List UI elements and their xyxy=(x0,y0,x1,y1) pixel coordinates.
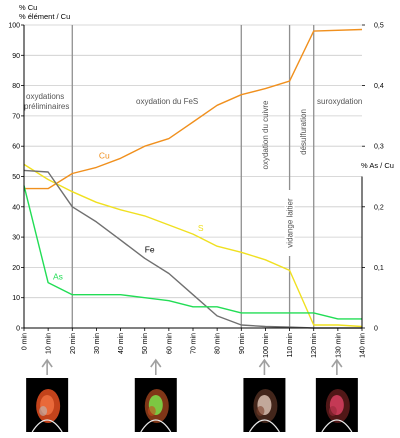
y-left-axis-title: % Cu xyxy=(19,3,37,12)
y-right-axis-title: % As / Cu xyxy=(361,161,394,170)
series-label-cu: Cu xyxy=(99,150,110,160)
series-line-s xyxy=(23,163,363,328)
vidange-label-backing xyxy=(284,190,295,256)
x-tick-label: 70 min xyxy=(191,333,198,354)
axes: 0 10 20 30 40 50 60 70 80 90 100 0 0,1 0,2 0,3 0,4 0,5 0 … xyxy=(8,23,384,358)
thumbnail-spot xyxy=(39,406,48,416)
y-right-tick-label: 0,4 xyxy=(374,83,384,90)
x-tick-label: 80 min xyxy=(215,333,222,354)
phase-label-vidange-laitier: vidange laitier xyxy=(286,198,295,248)
y-left-tick-label: 10 xyxy=(12,295,20,302)
arrow-head xyxy=(331,358,343,368)
y-right-tick-label: 0 xyxy=(374,326,378,333)
thumbnail-vessel-outline xyxy=(31,419,63,433)
phase-label-oxydation-cuivre: oxydation du cuivre xyxy=(261,100,270,169)
y-left-tick-label: 0 xyxy=(16,326,20,333)
x-tick-label: 30 min xyxy=(94,333,101,354)
x-tick-label: 20 min xyxy=(70,333,77,354)
y-left-tick-label: 20 xyxy=(12,265,20,272)
series-line-as xyxy=(23,185,362,320)
y-left-tick-label: 40 xyxy=(12,204,20,211)
series-label-fe: Fe xyxy=(145,244,155,254)
y-right-tick-label: 0,1 xyxy=(374,265,384,272)
series-label-as: As xyxy=(53,272,63,282)
y-right-tick-label: 0,2 xyxy=(374,204,384,211)
y-left-tick-label: 100 xyxy=(8,23,20,30)
x-tick-label: 100 min xyxy=(263,333,270,358)
chart-labels: Cu S Fe As % Cu% élément / Cu % As / Cu oxydat… xyxy=(19,3,394,282)
phase-label-oxydations: oxydations xyxy=(26,92,64,101)
y-left-tick-label: 90 xyxy=(12,53,20,60)
thumbnail-spot xyxy=(328,406,337,416)
grid-lines xyxy=(24,24,362,329)
x-tick-label: 120 min xyxy=(311,333,318,358)
x-tick-label: 50 min xyxy=(142,333,149,354)
phase-label-suroxydation: suroxydation xyxy=(317,97,362,106)
phase-markers xyxy=(71,25,315,328)
x-tick-label: 60 min xyxy=(166,333,173,354)
y-left-tick-label: 60 xyxy=(12,144,20,151)
thumbnail-vessel-outline xyxy=(248,419,280,433)
y-left-tick-label: 80 xyxy=(12,83,20,90)
arrow-head xyxy=(150,358,162,368)
y-right-tick-label: 0,5 xyxy=(374,23,384,30)
x-tick-label: 0 min xyxy=(22,333,29,350)
x-tick-label: 140 min xyxy=(360,333,367,358)
arrow-head xyxy=(41,358,53,368)
x-tick-label: 40 min xyxy=(118,333,125,354)
y-left-axis-subtitle: % élément / Cu xyxy=(19,12,70,21)
converter-thumbnails xyxy=(26,358,358,433)
y-left-tick-label: 50 xyxy=(12,174,20,181)
thumbnail-spot xyxy=(147,406,156,416)
x-tick-label: 10 min xyxy=(46,333,53,354)
series-label-s: S xyxy=(198,223,204,233)
series-line-cu xyxy=(24,28,363,190)
phase-label-preliminaires: préliminaires xyxy=(24,102,69,111)
series-line-fe xyxy=(23,169,362,329)
thumbnail-vessel-outline xyxy=(140,419,172,433)
x-tick-label: 90 min xyxy=(239,333,246,354)
thumbnail-spot xyxy=(256,406,265,416)
phase-label-oxydation-fes: oxydation du FeS xyxy=(136,97,198,106)
arrow-head xyxy=(258,358,271,368)
series-lines xyxy=(23,28,363,329)
x-tick-label: 110 min xyxy=(287,333,294,357)
y-right-tick-label: 0,3 xyxy=(374,144,384,151)
x-tick-label: 130 min xyxy=(335,333,342,358)
thumbnail-vessel-outline xyxy=(321,419,353,433)
y-left-tick-label: 30 xyxy=(12,235,20,242)
y-left-tick-label: 70 xyxy=(12,113,20,120)
phase-label-desulfuration: désulfuration xyxy=(299,109,308,155)
